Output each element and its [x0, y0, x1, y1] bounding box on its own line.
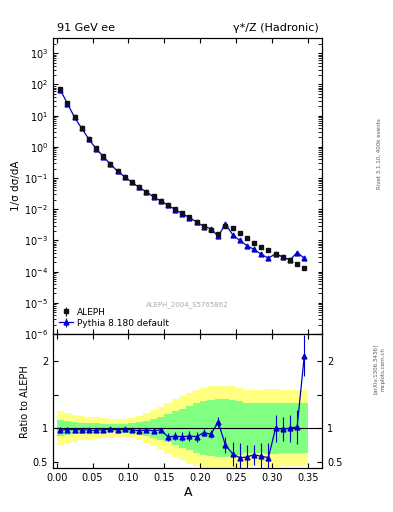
Y-axis label: Ratio to ALEPH: Ratio to ALEPH	[20, 365, 30, 438]
Y-axis label: 1/σ dσ/dA: 1/σ dσ/dA	[11, 161, 21, 211]
X-axis label: A: A	[184, 486, 192, 499]
Text: 91 GeV ee: 91 GeV ee	[57, 23, 115, 33]
Text: ALEPH_2004_S5765862: ALEPH_2004_S5765862	[146, 301, 229, 308]
Text: mcplots.cern.ch: mcplots.cern.ch	[381, 347, 386, 391]
Text: [arXiv:1306.3436]: [arXiv:1306.3436]	[373, 344, 378, 394]
Text: Rivet 3.1.10, 400k events: Rivet 3.1.10, 400k events	[377, 118, 382, 189]
Legend: ALEPH, Pythia 8.180 default: ALEPH, Pythia 8.180 default	[57, 306, 170, 330]
Text: γ*/Z (Hadronic): γ*/Z (Hadronic)	[233, 23, 318, 33]
